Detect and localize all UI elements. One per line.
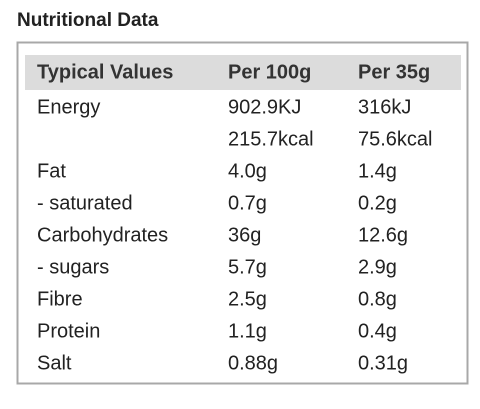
header-cell: Typical Values bbox=[37, 61, 173, 83]
row-label: Carbohydrates bbox=[37, 224, 168, 246]
cell: 0.2g bbox=[358, 192, 397, 214]
cell: 2.9g bbox=[358, 256, 397, 278]
cell: 902.9KJ bbox=[228, 96, 301, 118]
row-label: - sugars bbox=[37, 256, 109, 278]
row-label: Energy bbox=[37, 96, 100, 118]
row-label: Fat bbox=[37, 160, 66, 182]
title: Nutritional Data bbox=[17, 10, 159, 31]
cell: 5.7g bbox=[228, 256, 267, 278]
header-cell: Per 35g bbox=[358, 61, 430, 83]
header-cell: Per 100g bbox=[228, 61, 311, 83]
cell: 2.5g bbox=[228, 288, 267, 310]
row-label: Salt bbox=[37, 352, 72, 374]
cell: 0.7g bbox=[228, 192, 267, 214]
cell: 12.6g bbox=[358, 224, 408, 246]
cell: 0.31g bbox=[358, 352, 408, 374]
table: Typical Values Per 100g Per 35g Energy 902.9… bbox=[37, 61, 433, 374]
row-label: Fibre bbox=[37, 288, 83, 310]
cell: 36g bbox=[228, 224, 261, 246]
header-band bbox=[25, 55, 461, 90]
row-label: - saturated bbox=[37, 192, 133, 214]
cell: 1.1g bbox=[228, 320, 267, 342]
table-border bbox=[16, 41, 469, 385]
cell: 316kJ bbox=[358, 96, 411, 118]
cell: 75.6kcal bbox=[358, 128, 433, 150]
cell: 0.8g bbox=[358, 288, 397, 310]
cell: 0.4g bbox=[358, 320, 397, 342]
cell: 1.4g bbox=[358, 160, 397, 182]
cell: 215.7kcal bbox=[228, 128, 314, 150]
cell: 0.88g bbox=[228, 352, 278, 374]
cell: 4.0g bbox=[228, 160, 267, 182]
row-label: Protein bbox=[37, 320, 100, 342]
